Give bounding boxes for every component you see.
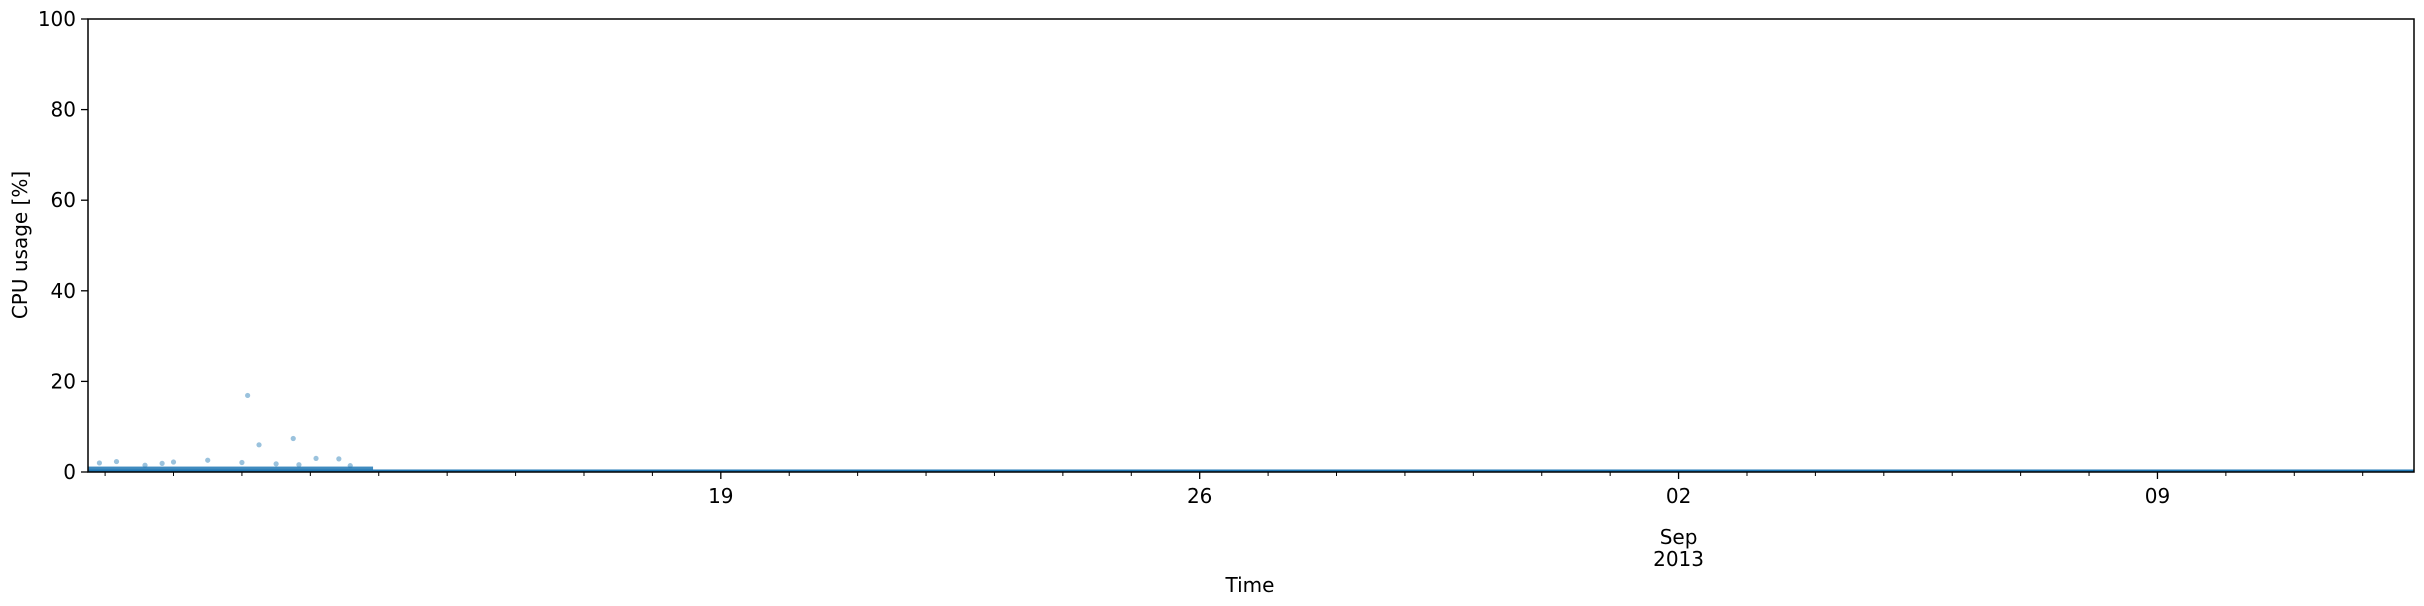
data-point (159, 460, 165, 466)
y-tick-label: 40 (51, 279, 76, 303)
data-point (296, 462, 302, 468)
data-point (142, 462, 148, 468)
y-tick-label: 60 (51, 188, 76, 212)
data-point (245, 392, 251, 399)
data-point (239, 459, 245, 466)
x-tick-label: 09 (2145, 484, 2170, 508)
y-tick-label: 100 (38, 7, 76, 31)
data-point (347, 463, 353, 469)
data-point (170, 459, 177, 465)
data-point (205, 457, 211, 463)
y-axis-title: CPU usage [%] (8, 171, 32, 319)
dense-point-band (88, 466, 374, 472)
x-tick-label: 19 (708, 484, 733, 508)
y-tick-label: 20 (51, 369, 76, 393)
y-tick-label: 80 (51, 98, 76, 122)
plot-area (88, 392, 2414, 473)
data-point (96, 460, 103, 466)
y-axis: 0 20 40 60 80 100 (38, 7, 88, 484)
data-point (313, 455, 319, 462)
data-point (256, 442, 262, 448)
x-axis-title: Time (1225, 573, 1275, 597)
plot-frame (87, 18, 2415, 473)
x-tick-label: 02 (1666, 484, 1691, 508)
data-point (336, 456, 342, 462)
data-point (273, 461, 279, 467)
data-point (113, 458, 120, 465)
x-axis-year-label: 2013 (1653, 547, 1704, 571)
y-tick-label: 0 (63, 460, 76, 484)
x-tick-label: 26 (1187, 484, 1212, 508)
x-axis: 19 26 02 09 (104, 472, 2364, 508)
data-point (290, 435, 296, 442)
x-axis-month-label: Sep (1660, 525, 1698, 549)
